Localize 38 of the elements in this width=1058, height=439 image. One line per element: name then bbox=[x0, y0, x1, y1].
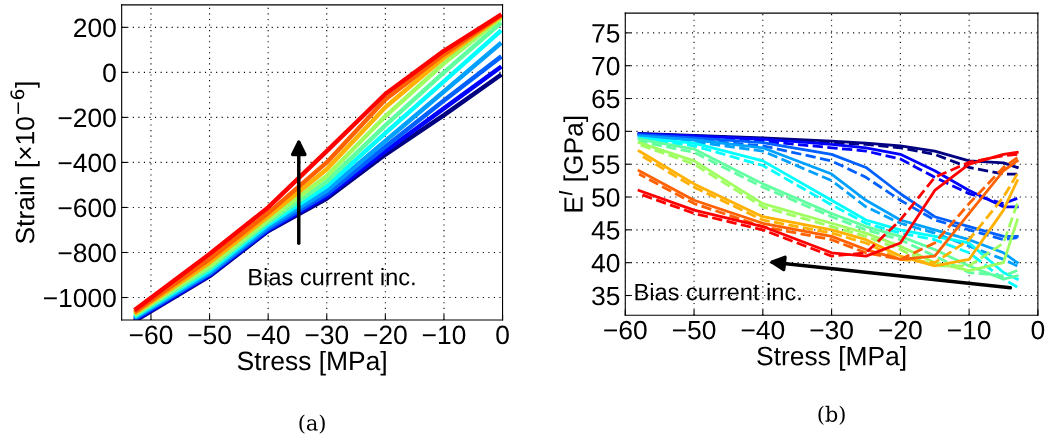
y-tick-label: 35 bbox=[592, 286, 620, 306]
y-tick-label: 75 bbox=[592, 24, 620, 43]
x-axis-title: Stress [MPa] bbox=[237, 350, 386, 376]
y-tick-label: 50 bbox=[592, 188, 620, 207]
x-tick-label: −10 bbox=[948, 320, 991, 340]
annotation: Bias current inc. bbox=[249, 268, 415, 286]
x-tick-label: −50 bbox=[672, 320, 716, 340]
x-tick-label: 0 bbox=[1031, 320, 1045, 340]
y-tick-label: −600 bbox=[58, 198, 116, 218]
x-tick-label: −10 bbox=[422, 325, 466, 345]
x-axis-title: Stress [MPa] bbox=[757, 346, 906, 371]
x-tick-label: −60 bbox=[604, 320, 647, 340]
y-tick-label: 65 bbox=[592, 89, 620, 109]
x-tick-label: −50 bbox=[188, 325, 231, 345]
y-tick-label: 45 bbox=[591, 221, 620, 240]
y-tick-label: 200 bbox=[74, 18, 116, 38]
annotation: Bias current inc. bbox=[635, 283, 801, 301]
y-tick-label: −200 bbox=[58, 108, 116, 128]
x-tick-label: 0 bbox=[496, 325, 509, 345]
y-tick-label: 70 bbox=[592, 56, 620, 76]
y-tick-label: −800 bbox=[58, 243, 116, 263]
text: (a) bbox=[299, 414, 325, 434]
y-axis-title: E$^{I}$ [GPa] bbox=[559, 116, 589, 212]
y-tick-label: 40 bbox=[591, 253, 620, 273]
x-tick-label: −30 bbox=[810, 320, 853, 340]
y-tick-label: 60 bbox=[592, 122, 620, 142]
y-axis-title: Strain [×10$^{−6}$] bbox=[10, 82, 40, 244]
x-tick-label: −20 bbox=[364, 325, 407, 345]
x-tick-label: −30 bbox=[305, 325, 349, 345]
x-tick-label: −20 bbox=[879, 320, 922, 340]
x-tick-label: −40 bbox=[247, 325, 290, 345]
y-tick-label: −400 bbox=[58, 153, 116, 173]
y-tick-label: 0 bbox=[103, 63, 116, 83]
text: (b) bbox=[818, 405, 845, 425]
x-tick-label: −60 bbox=[129, 325, 173, 345]
y-tick-label: −1000 bbox=[44, 288, 116, 308]
x-tick-label: −40 bbox=[741, 320, 785, 340]
y-tick-label: 55 bbox=[592, 155, 620, 175]
